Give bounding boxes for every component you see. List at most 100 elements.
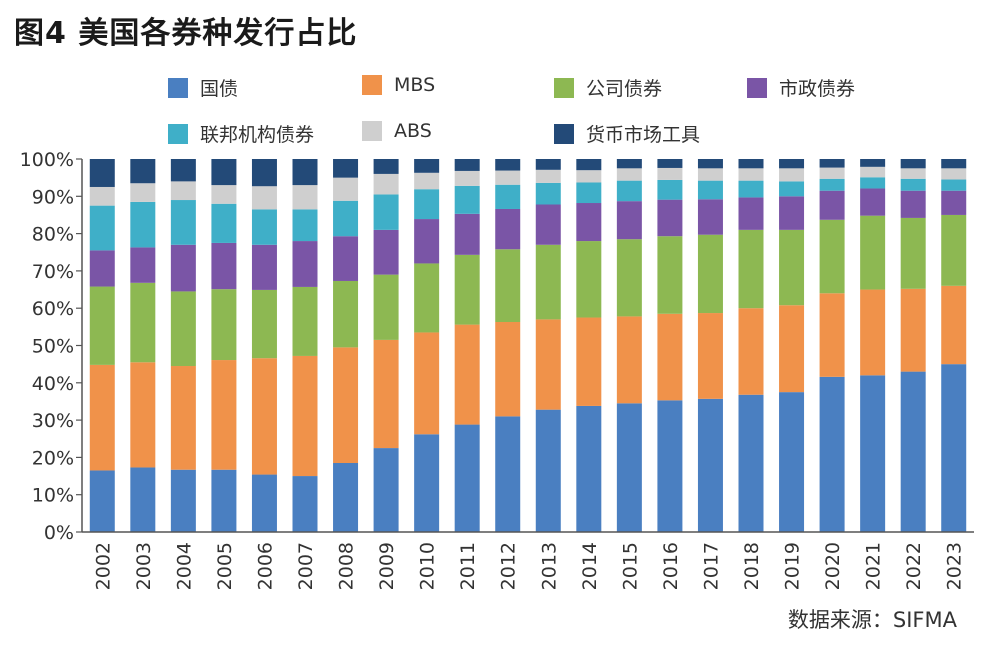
x-tick-label: 2002: [92, 542, 114, 590]
bar-segment: [900, 159, 926, 169]
bar-segment: [616, 159, 642, 169]
bar-segment: [819, 167, 845, 179]
bar-segment: [819, 293, 845, 377]
bar-segment: [211, 360, 237, 470]
bar-segment: [900, 288, 926, 372]
legend-swatch: [554, 123, 574, 144]
legend-label: 国债: [200, 78, 239, 100]
x-tick-label: 2018: [741, 542, 763, 590]
bar-segment: [941, 159, 967, 169]
bar-segment: [535, 169, 561, 183]
y-tick-label: 20%: [32, 447, 74, 469]
bar-segment: [89, 159, 115, 187]
bar-segment: [657, 236, 683, 314]
bar-segment: [130, 183, 156, 202]
y-tick-label: 50%: [32, 336, 74, 358]
bar-segment: [819, 159, 845, 168]
bar-segment: [779, 168, 805, 182]
bar-segment: [292, 209, 318, 242]
bar-segment: [495, 159, 521, 171]
bar-segment: [697, 168, 723, 181]
bar-segment: [373, 173, 399, 195]
bar-segment: [616, 316, 642, 404]
bar-segment: [170, 244, 196, 292]
x-tick-label: 2012: [498, 542, 520, 590]
bar-segment: [89, 364, 115, 471]
y-tick-label: 30%: [32, 410, 74, 432]
y-tick-label: 10%: [32, 485, 74, 507]
bar-segment: [535, 409, 561, 532]
bar-segment: [860, 188, 886, 216]
bar-segment: [333, 462, 359, 532]
bar-segment: [130, 201, 156, 248]
bar-segment: [697, 159, 723, 169]
bar-segment: [941, 214, 967, 286]
bar-segment: [535, 159, 561, 170]
legend-item-abs: ABS: [362, 120, 432, 142]
bar-segment: [860, 375, 886, 532]
bar-segment: [373, 274, 399, 340]
bar-segment: [860, 177, 886, 189]
bar-segment: [779, 159, 805, 169]
bar-segment: [738, 168, 764, 181]
bar-segment: [738, 308, 764, 395]
legend-label: 市政债券: [779, 78, 856, 100]
bar-segment: [251, 358, 277, 475]
x-tick-label: 2011: [457, 542, 479, 590]
x-tick-label: 2016: [660, 542, 682, 590]
bar-segment: [211, 159, 237, 186]
bar-segment: [697, 199, 723, 235]
bar-segment: [495, 322, 521, 417]
y-tick-label: 80%: [32, 224, 74, 246]
x-tick-label: 2009: [376, 542, 398, 590]
bar-segment: [414, 434, 440, 532]
bar-segment: [373, 159, 399, 174]
bar-segment: [657, 167, 683, 180]
bar-segment: [454, 424, 480, 532]
bar-segment: [211, 469, 237, 532]
bar-segment: [495, 249, 521, 323]
bar-segment: [333, 177, 359, 201]
bar-segment: [697, 234, 723, 314]
x-tick-label: 2023: [944, 542, 966, 590]
bar-segment: [333, 347, 359, 463]
y-tick-label: 90%: [32, 186, 74, 208]
x-tick-label: 2004: [173, 542, 195, 590]
bar-segment: [738, 180, 764, 198]
bar-segment: [900, 190, 926, 218]
legend-swatch: [168, 77, 188, 98]
bar-segment: [900, 217, 926, 289]
bar-segment: [779, 305, 805, 393]
bar-segment: [333, 159, 359, 178]
bar-segment: [454, 213, 480, 255]
legend-label: 联邦机构债券: [200, 124, 315, 146]
bar-segment: [860, 166, 886, 178]
bar-segment: [941, 179, 967, 191]
bar-segment: [292, 159, 318, 186]
bar-segment: [738, 229, 764, 309]
y-tick-label: 60%: [32, 298, 74, 320]
bar-segment: [900, 168, 926, 179]
legend-item-corporate: 公司债券: [554, 74, 662, 101]
bar-segment: [414, 263, 440, 333]
bar-segment: [657, 179, 683, 200]
bar-segment: [454, 254, 480, 325]
bar-segment: [576, 241, 602, 318]
bar-segment: [251, 159, 277, 187]
bar-segment: [819, 178, 845, 191]
bar-segment: [89, 205, 115, 251]
bar-segment: [495, 208, 521, 250]
legend-swatch: [168, 123, 188, 144]
bar-segment: [900, 178, 926, 191]
y-tick-label: 0%: [44, 522, 74, 544]
y-tick-label: 100%: [20, 149, 74, 171]
bar-segment: [292, 241, 318, 287]
bar-segment: [779, 229, 805, 306]
bar-segment: [779, 196, 805, 230]
bar-segment: [130, 159, 156, 184]
data-source: 数据来源：SIFMA: [787, 608, 957, 632]
bar-segment: [251, 474, 277, 532]
bar-segment: [941, 364, 967, 532]
x-tick-label: 2005: [214, 542, 236, 590]
